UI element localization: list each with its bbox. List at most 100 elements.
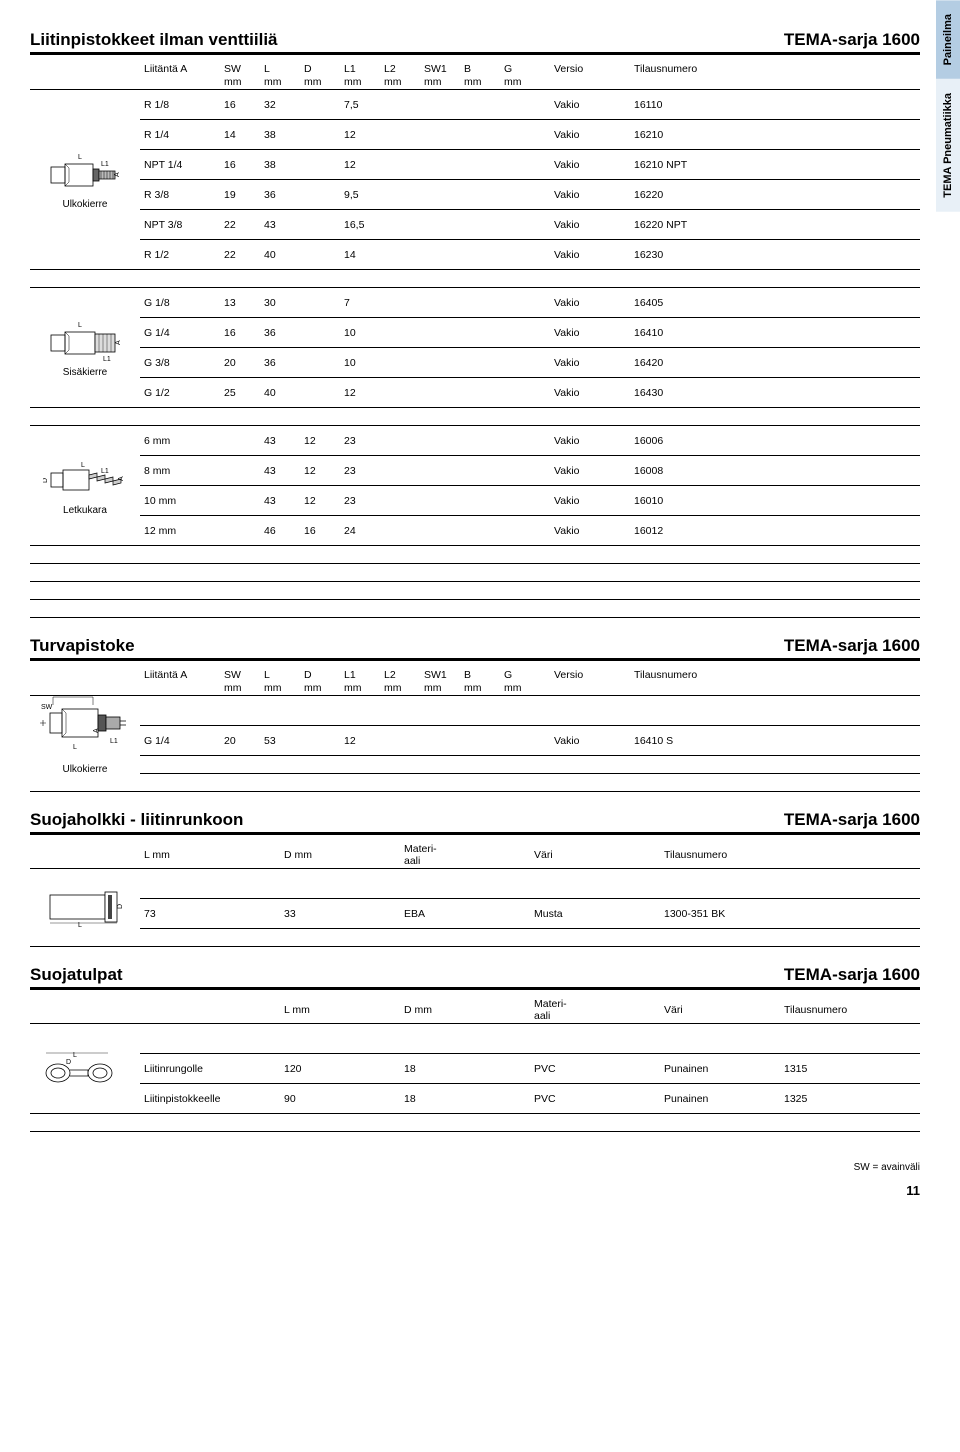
side-tab-tema: TEMA Pneumatiikka bbox=[936, 79, 960, 212]
cell-d: 12 bbox=[300, 426, 340, 456]
cell-sw: 22 bbox=[220, 240, 260, 270]
cell-d: 12 bbox=[300, 486, 340, 516]
section3-thead: L mm D mm Materi- aali Väri Tilausnumero bbox=[30, 841, 920, 869]
svg-text:L1: L1 bbox=[101, 468, 109, 475]
section-liitinpistokkeet: Liitinpistokkeet ilman venttiiliä TEMA-s… bbox=[30, 30, 920, 618]
cell-l: 90 bbox=[280, 1084, 400, 1114]
cell-d: 33 bbox=[280, 899, 400, 929]
cell-d bbox=[300, 378, 340, 408]
col-l: L bbox=[260, 667, 300, 682]
cell-sw bbox=[220, 426, 260, 456]
cell-sw: 22 bbox=[220, 210, 260, 240]
cell-versio: Vakio bbox=[550, 378, 630, 408]
cell-l: 30 bbox=[260, 288, 300, 318]
diagram-label: Ulkokierre bbox=[34, 199, 136, 210]
diagram-label: Letkukara bbox=[34, 505, 136, 516]
table-row: NPT 1/4163812Vakio16210 NPT bbox=[30, 150, 920, 180]
cell-a: R 1/8 bbox=[140, 90, 220, 120]
cell-tilaus: 16220 NPT bbox=[630, 210, 920, 240]
unit-mm: mm bbox=[380, 76, 420, 90]
cell-versio: Vakio bbox=[550, 426, 630, 456]
cell-sw bbox=[220, 516, 260, 546]
cell-d bbox=[300, 318, 340, 348]
diagram-label: Ulkokierre bbox=[34, 764, 136, 775]
cell-sw: 14 bbox=[220, 120, 260, 150]
cell-versio: Vakio bbox=[550, 348, 630, 378]
unit-mm: mm bbox=[220, 682, 260, 696]
unit-mm: mm bbox=[420, 682, 460, 696]
cell-a: G 1/2 bbox=[140, 378, 220, 408]
page-number: 11 bbox=[30, 1183, 920, 1198]
col-versio: Versio bbox=[550, 61, 630, 76]
cell-l: 40 bbox=[260, 378, 300, 408]
unit-mm: mm bbox=[260, 76, 300, 90]
cell-tilaus: 1300-351 BK bbox=[660, 899, 920, 929]
table-row: R 1/2224014Vakio16230 bbox=[30, 240, 920, 270]
cell-l: 40 bbox=[260, 240, 300, 270]
cell-tilaus: 16230 bbox=[630, 240, 920, 270]
cell-vari: Musta bbox=[530, 899, 660, 929]
svg-text:L: L bbox=[78, 154, 82, 161]
cell-tilaus: 16008 bbox=[630, 456, 920, 486]
cell-l: 43 bbox=[260, 210, 300, 240]
col-l1: L1 bbox=[340, 61, 380, 76]
cell-sw: 16 bbox=[220, 318, 260, 348]
diagram-int-thread: LL1A bbox=[34, 317, 136, 365]
diagram-hose-barb: LL1DA bbox=[34, 455, 136, 503]
cell-versio: Vakio bbox=[550, 90, 630, 120]
unit-mm: mm bbox=[260, 682, 300, 696]
table-row bbox=[30, 929, 920, 947]
section-suojatulpat: Suojatulpat TEMA-sarja 1600 L mm D mm Ma… bbox=[30, 965, 920, 1132]
table-row bbox=[30, 582, 920, 600]
cell-d bbox=[300, 180, 340, 210]
unit-mm: mm bbox=[500, 682, 550, 696]
side-tabs: Paineilma TEMA Pneumatiikka bbox=[936, 0, 960, 212]
cell-mat: EBA bbox=[400, 899, 530, 929]
col-d: D bbox=[300, 667, 340, 682]
section3-table: L mm D mm Materi- aali Väri Tilausnumero… bbox=[30, 841, 920, 947]
section2-table: Liitäntä A SW L D L1 L2 SW1 B G Versio T… bbox=[30, 667, 920, 792]
col-g: G bbox=[500, 667, 550, 682]
cell-l1: 24 bbox=[340, 516, 380, 546]
section2-thead: Liitäntä A SW L D L1 L2 SW1 B G Versio T… bbox=[30, 667, 920, 696]
col-l2: L2 bbox=[380, 667, 420, 682]
cell-tilaus: 16006 bbox=[630, 426, 920, 456]
table-row: D L bbox=[30, 869, 920, 899]
cell-d: 12 bbox=[300, 456, 340, 486]
side-tab-paineilma: Paineilma bbox=[936, 0, 960, 79]
cell-versio: Vakio bbox=[550, 240, 630, 270]
table-row: R 1/4143812Vakio16210 bbox=[30, 120, 920, 150]
cell-tilaus: 16410 bbox=[630, 318, 920, 348]
svg-text:D: D bbox=[66, 1059, 71, 1066]
cell-sw: 19 bbox=[220, 180, 260, 210]
col-sw1: SW1 bbox=[420, 667, 460, 682]
col-vari: Väri bbox=[530, 841, 660, 869]
cell-tilaus: 16405 bbox=[630, 288, 920, 318]
table-row: G 3/8203610Vakio16420 bbox=[30, 348, 920, 378]
col-materiaali: Materi- aali bbox=[530, 996, 660, 1024]
col-lmm: L mm bbox=[280, 996, 400, 1024]
cell-sw bbox=[220, 486, 260, 516]
table-row: 12 mm461624Vakio16012 bbox=[30, 516, 920, 546]
cell-l1: 9,5 bbox=[340, 180, 380, 210]
section4-thead: L mm D mm Materi- aali Väri Tilausnumero bbox=[30, 996, 920, 1024]
cell-a: NPT 1/4 bbox=[140, 150, 220, 180]
cell-d: 18 bbox=[400, 1054, 530, 1084]
table-row: G 1/2254012Vakio16430 bbox=[30, 378, 920, 408]
cell-l: 38 bbox=[260, 120, 300, 150]
cell-l1: 23 bbox=[340, 456, 380, 486]
diagram-suojaholkki: D L bbox=[34, 884, 136, 932]
cell-sw: 13 bbox=[220, 288, 260, 318]
section2-title: Turvapistoke bbox=[30, 636, 135, 656]
diagram-suojatulpat: L D bbox=[34, 1045, 136, 1093]
cell-tilaus: 16210 NPT bbox=[630, 150, 920, 180]
table-row bbox=[30, 756, 920, 774]
cell-a: 10 mm bbox=[140, 486, 220, 516]
svg-text:SW: SW bbox=[41, 704, 53, 711]
cell-sw: 20 bbox=[220, 348, 260, 378]
section3-header: Suojaholkki - liitinrunkoon TEMA-sarja 1… bbox=[30, 810, 920, 835]
cell-l: 38 bbox=[260, 150, 300, 180]
svg-text:L: L bbox=[78, 322, 82, 329]
table-row: G 1/4163610Vakio16410 bbox=[30, 318, 920, 348]
cell-sw: 20 bbox=[220, 726, 260, 756]
